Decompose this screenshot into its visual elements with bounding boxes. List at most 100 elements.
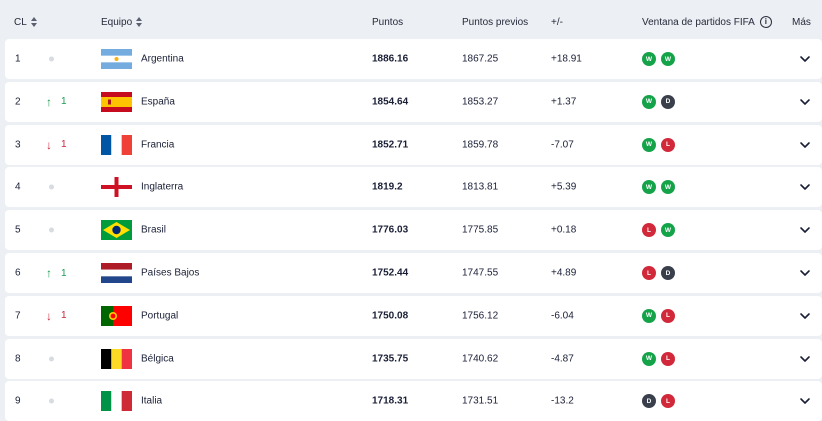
match-result-badge: W <box>642 180 656 195</box>
points-value: 1819.2 <box>372 181 403 193</box>
rank-movement: ↓ 1 <box>46 138 67 152</box>
diff-value: -7.07 <box>551 139 574 151</box>
points-value: 1752.44 <box>372 267 409 279</box>
netherlands-flag-icon <box>101 263 132 283</box>
movement-count: 1 <box>61 267 67 279</box>
team-name[interactable]: Inglaterra <box>141 181 184 193</box>
no-change-icon <box>49 356 54 362</box>
team-name[interactable]: Italia <box>141 395 163 407</box>
prev-points-value: 1859.78 <box>462 139 499 151</box>
match-result-badge: L <box>642 223 656 238</box>
team-name[interactable]: Países Bajos <box>141 267 200 279</box>
movement-count: 1 <box>61 310 67 322</box>
points-column-header: Puntos <box>372 0 403 44</box>
points-header-label: Puntos <box>372 16 404 28</box>
match-result-badge: D <box>642 394 656 409</box>
movement-count: 1 <box>61 96 67 108</box>
match-result-badge: L <box>642 266 656 280</box>
match-result-badge: D <box>661 94 675 109</box>
match-result-badge: W <box>661 180 675 195</box>
match-result-badge: W <box>642 94 656 109</box>
rank-movement: ↑ 1 <box>46 95 67 109</box>
rank-column-header[interactable]: CL <box>14 0 38 44</box>
chevron-down-icon[interactable] <box>799 96 811 108</box>
prev-points-value: 1756.12 <box>462 310 499 322</box>
diff-column-header: +/- <box>551 0 563 44</box>
diff-value: +5.39 <box>551 181 577 193</box>
prev-points-column-header: Puntos previos <box>462 0 528 44</box>
more-header-label: Más <box>792 16 811 28</box>
rank: 4 <box>15 181 21 193</box>
chevron-down-icon[interactable] <box>799 267 811 279</box>
points-value: 1735.75 <box>372 353 409 365</box>
chevron-down-icon[interactable] <box>799 224 811 236</box>
rank: 6 <box>15 267 21 279</box>
rank: 8 <box>15 353 21 365</box>
points-value: 1854.64 <box>372 96 409 108</box>
chevron-down-icon[interactable] <box>799 310 811 322</box>
chevron-down-icon[interactable] <box>799 53 811 65</box>
points-value: 1750.08 <box>372 310 409 322</box>
rank: 1 <box>15 53 21 65</box>
chevron-down-icon[interactable] <box>799 353 811 365</box>
rank: 5 <box>15 224 21 236</box>
diff-value: -13.2 <box>551 395 574 407</box>
diff-value: +1.37 <box>551 96 577 108</box>
team-header-label: Equipo <box>101 16 133 28</box>
diff-header-label: +/- <box>551 16 563 28</box>
no-change-icon <box>49 184 54 190</box>
team-name[interactable]: Argentina <box>141 53 184 65</box>
chevron-down-icon[interactable] <box>799 395 811 407</box>
table-row[interactable]: 6 ↑ 1 Países Bajos 1752.44 1747.55 +4.89… <box>5 253 822 293</box>
team-name[interactable]: España <box>141 96 175 108</box>
team-name[interactable]: Francia <box>141 139 175 151</box>
prev-points-value: 1853.27 <box>462 96 499 108</box>
rank-header-label: CL <box>14 16 27 28</box>
chevron-down-icon[interactable] <box>799 139 811 151</box>
arrow-down-icon: ↓ <box>46 137 52 152</box>
prev-points-header-label: Puntos previos <box>462 16 529 28</box>
team-name[interactable]: Brasil <box>141 224 167 236</box>
match-result-badge: W <box>661 223 675 238</box>
chevron-down-icon[interactable] <box>799 181 811 193</box>
brazil-flag-icon <box>101 220 132 241</box>
sort-icon[interactable] <box>30 17 38 27</box>
match-result-badge: L <box>661 394 675 409</box>
window-column-header: Ventana de partidos FIFA i <box>642 0 772 44</box>
team-column-header[interactable]: Equipo <box>101 0 143 44</box>
match-result-badge: L <box>661 308 675 323</box>
arrow-down-icon: ↓ <box>46 308 52 323</box>
prev-points-value: 1775.85 <box>462 224 499 236</box>
info-icon[interactable]: i <box>759 16 772 28</box>
match-result-badge: D <box>661 266 675 280</box>
points-value: 1776.03 <box>372 224 409 236</box>
no-change-icon <box>49 227 54 233</box>
more-column-header: Más <box>792 0 811 44</box>
team-name[interactable]: Portugal <box>141 310 179 322</box>
rank: 2 <box>15 96 21 108</box>
team-name[interactable]: Bélgica <box>141 353 174 365</box>
rank-movement: ↑ 1 <box>46 266 67 280</box>
sort-icon[interactable] <box>136 17 143 27</box>
prev-points-value: 1747.55 <box>462 267 499 279</box>
points-value: 1718.31 <box>372 395 409 407</box>
rank-movement: ↓ 1 <box>46 309 67 323</box>
match-result-badge: L <box>661 137 675 152</box>
england-flag-icon <box>101 177 132 198</box>
no-change-icon <box>49 398 54 404</box>
